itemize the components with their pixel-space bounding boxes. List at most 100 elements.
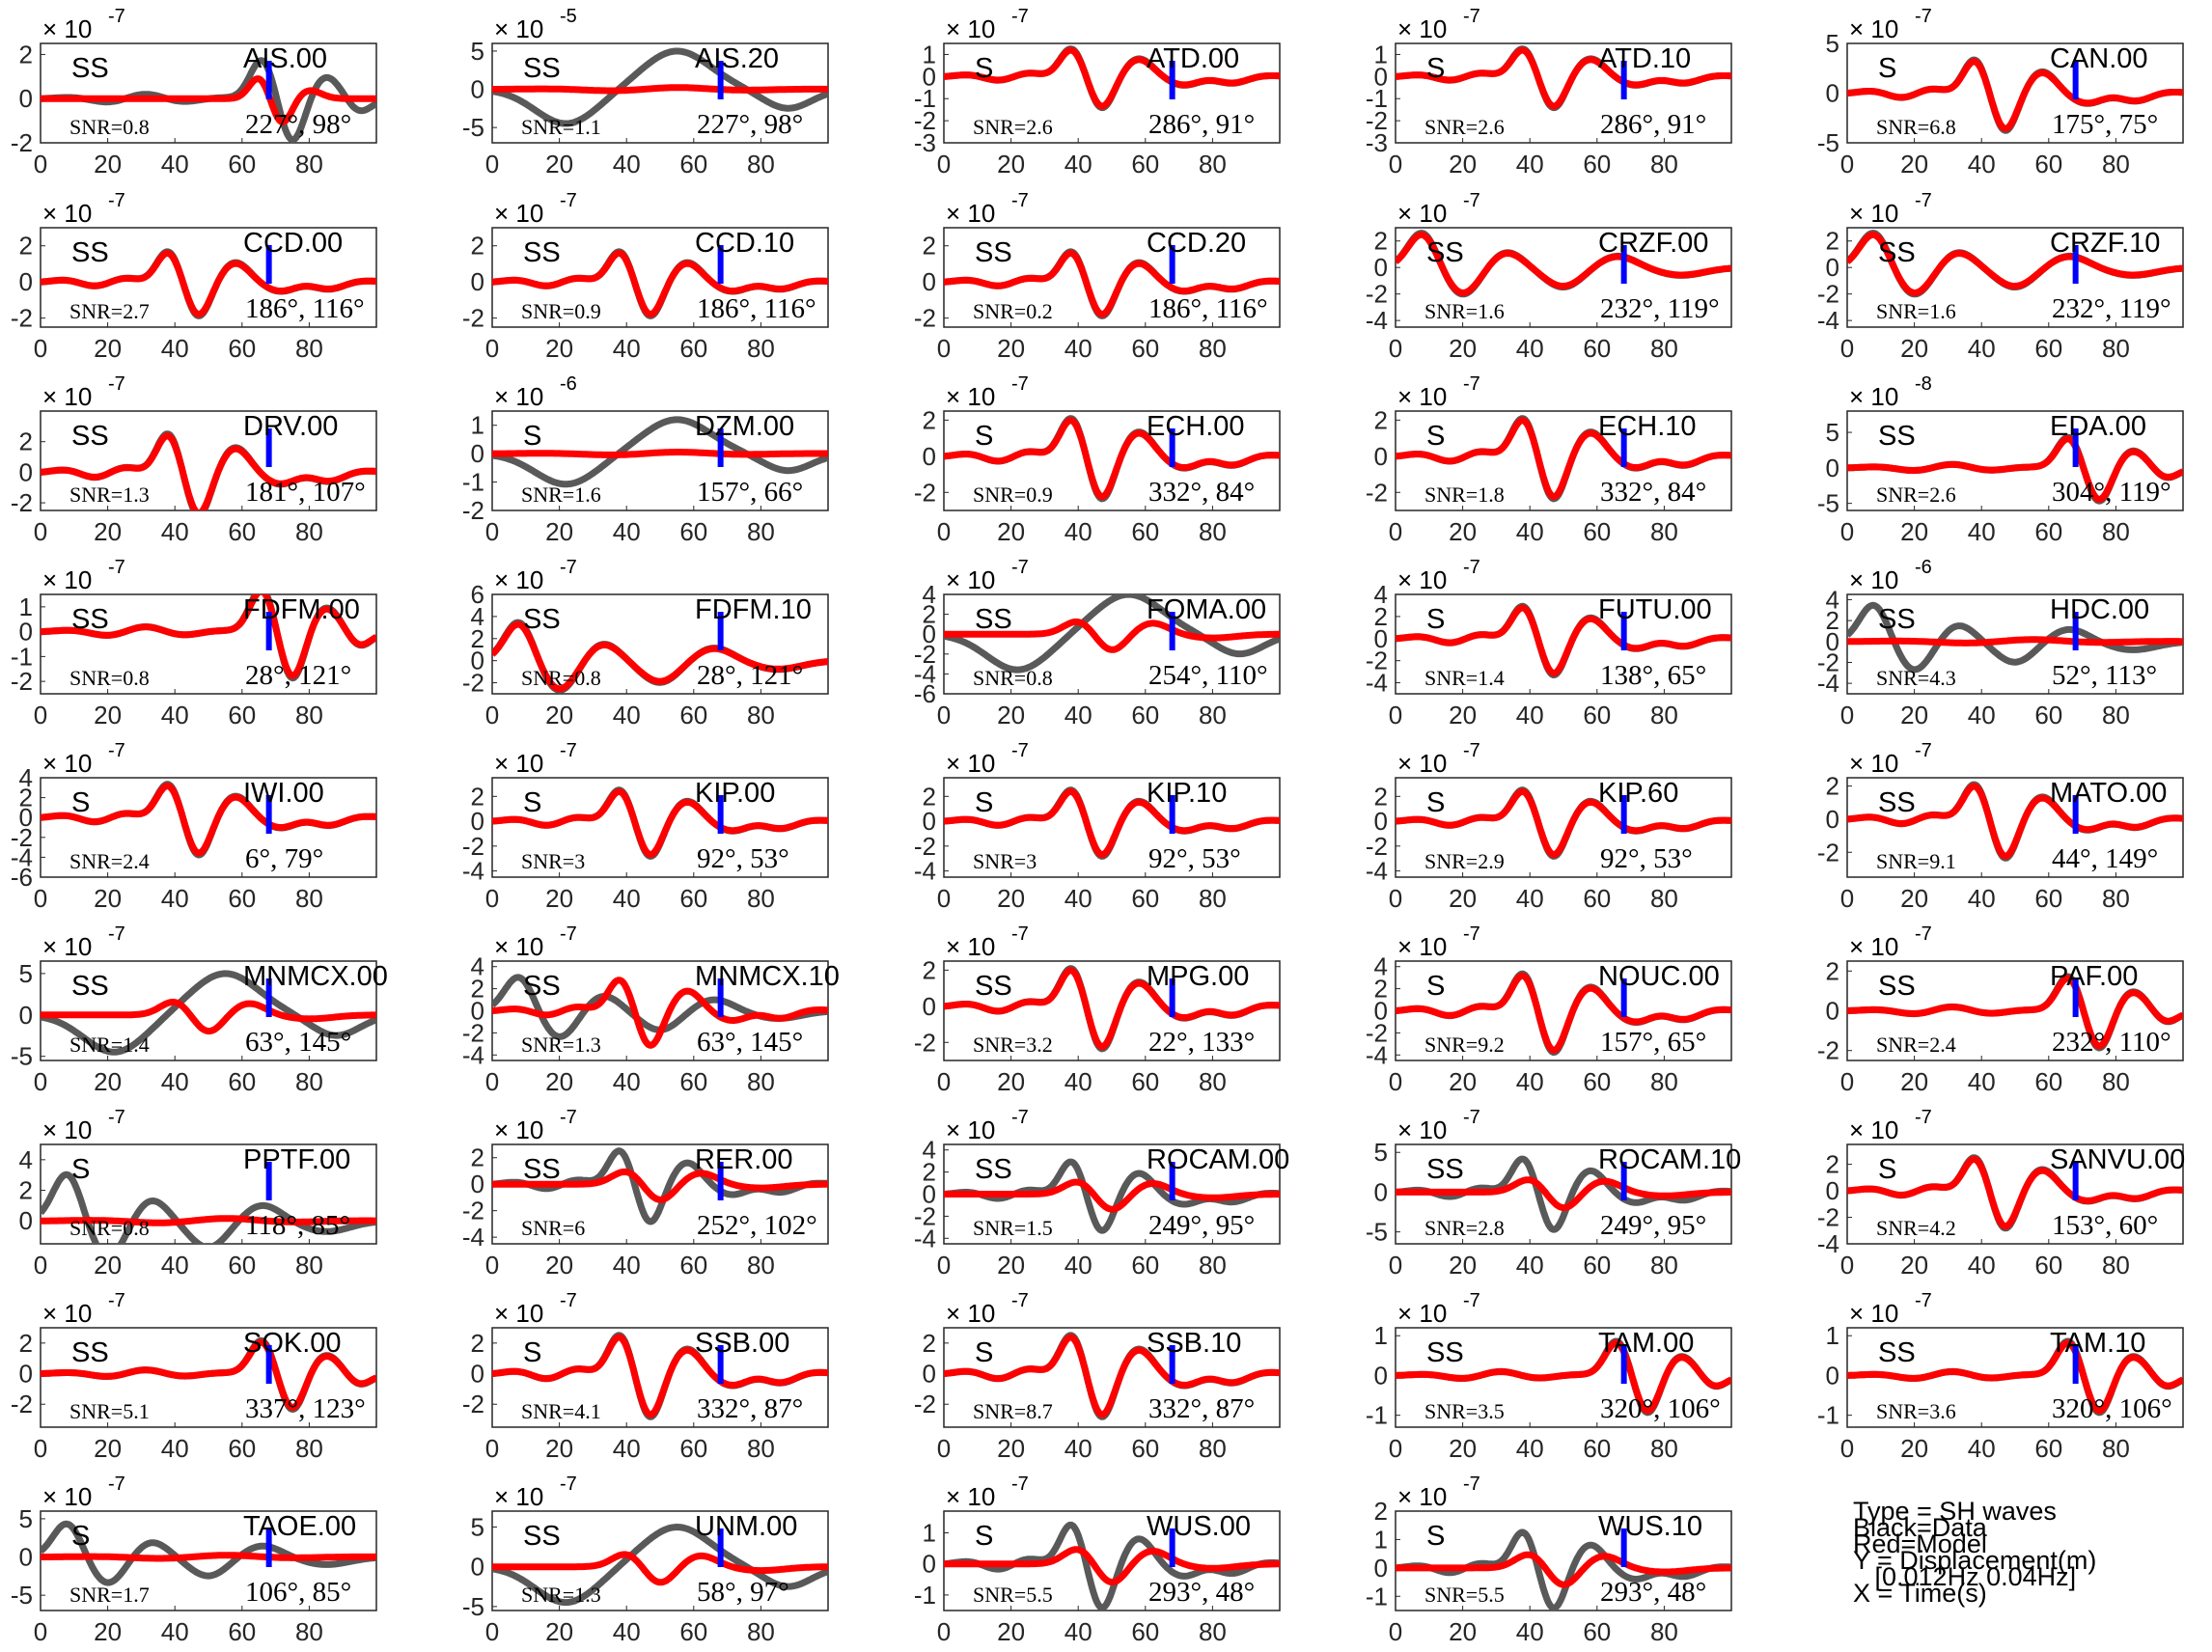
y-exponent-value: -7 bbox=[1915, 6, 1932, 27]
y-tick-label: -1 bbox=[1817, 1401, 1839, 1430]
y-exponent-label: × 10 bbox=[946, 382, 995, 411]
axes-box bbox=[1395, 42, 1732, 144]
y-tick-label: 5 bbox=[1826, 29, 1839, 58]
angles-label: 92°, 53° bbox=[697, 843, 789, 874]
phase-label: SS bbox=[1878, 604, 1916, 635]
snr-label: SNR=6 bbox=[521, 1216, 585, 1240]
x-tick-label: 0 bbox=[937, 334, 951, 363]
data-trace bbox=[1847, 601, 2183, 674]
x-tick-label: 60 bbox=[2034, 334, 2062, 363]
snr-label: SNR=3 bbox=[973, 849, 1037, 873]
y-exponent-value: -7 bbox=[1011, 1107, 1029, 1128]
axes-box bbox=[40, 777, 377, 878]
model-trace bbox=[1847, 231, 2183, 296]
trace-area bbox=[41, 594, 376, 682]
x-tick-label: 20 bbox=[997, 1251, 1025, 1280]
x-tick-label: 40 bbox=[1516, 150, 1544, 179]
x-tick-label: 40 bbox=[161, 1251, 189, 1280]
station-label: ATD.10 bbox=[1598, 43, 1691, 74]
phase-label: S bbox=[523, 787, 541, 818]
station-label: TAM.10 bbox=[2050, 1328, 2145, 1359]
y-tick-label: 5 bbox=[19, 959, 33, 988]
model-trace bbox=[492, 1334, 828, 1418]
trace-area bbox=[492, 248, 828, 319]
station-label: HDC.00 bbox=[2050, 594, 2149, 625]
x-tick-label: 0 bbox=[34, 701, 47, 730]
x-tick-label: 80 bbox=[295, 884, 323, 913]
x-tick-label: 80 bbox=[1650, 1067, 1678, 1096]
x-tick-label: 20 bbox=[997, 150, 1025, 179]
phase-label: S bbox=[975, 1337, 993, 1368]
data-trace bbox=[944, 1158, 1280, 1234]
x-tick-label: 40 bbox=[161, 1434, 189, 1463]
x-tick-label: 40 bbox=[1968, 1434, 1996, 1463]
y-tick-label: 2 bbox=[19, 1176, 33, 1205]
y-exponent-label: × 10 bbox=[946, 565, 995, 594]
x-tick-label: 60 bbox=[228, 884, 256, 913]
snr-label: SNR=2.6 bbox=[1876, 482, 1956, 507]
phase-label: SS bbox=[1878, 787, 1916, 818]
x-tick-label: 80 bbox=[1650, 1251, 1678, 1280]
y-tick-label: 4 bbox=[19, 1145, 33, 1174]
y-tick-label: -4 bbox=[462, 1223, 484, 1252]
y-tick-label: -6 bbox=[914, 679, 936, 708]
x-tick-label: 80 bbox=[1650, 1434, 1678, 1463]
x-tick-label: 60 bbox=[679, 1617, 707, 1646]
trace-area bbox=[1847, 230, 2183, 298]
trace-area bbox=[1847, 433, 2183, 505]
y-exponent-value: -7 bbox=[560, 1107, 577, 1128]
snr-label: SNR=2.4 bbox=[1876, 1032, 1956, 1057]
y-exponent-value: -7 bbox=[1915, 190, 1932, 211]
y-tick-label: 6 bbox=[471, 580, 484, 609]
y-tick-label: -2 bbox=[462, 1197, 484, 1225]
y-tick-label: 0 bbox=[923, 267, 936, 296]
phase-label: S bbox=[1426, 604, 1445, 635]
y-tick-label: 0 bbox=[1826, 79, 1839, 108]
y-exponent-value: -7 bbox=[108, 1107, 125, 1128]
station-label: EDA.00 bbox=[2050, 411, 2146, 442]
y-exponent-label: × 10 bbox=[1397, 14, 1447, 43]
x-tick-label: 20 bbox=[94, 1251, 122, 1280]
y-exponent-value: -7 bbox=[108, 373, 125, 395]
x-tick-label: 60 bbox=[228, 1434, 256, 1463]
snr-label: SNR=2.6 bbox=[1424, 115, 1505, 139]
angles-label: 175°, 75° bbox=[2052, 109, 2158, 140]
y-exponent-label: × 10 bbox=[1397, 1482, 1447, 1511]
y-tick-label: 0 bbox=[19, 803, 33, 832]
y-tick-label: 2 bbox=[1374, 602, 1388, 631]
x-tick-label: 80 bbox=[747, 150, 775, 179]
x-tick-label: 20 bbox=[545, 884, 573, 913]
model-trace bbox=[41, 783, 376, 857]
station-label: RER.00 bbox=[695, 1144, 793, 1175]
snr-label: SNR=0.9 bbox=[521, 299, 601, 323]
x-tick-label: 80 bbox=[747, 884, 775, 913]
y-exponent-label: × 10 bbox=[1849, 932, 1898, 961]
model-trace bbox=[1396, 417, 1731, 501]
x-tick-label: 0 bbox=[1840, 1251, 1854, 1280]
y-tick-label: 1 bbox=[923, 1519, 936, 1548]
x-tick-label: 80 bbox=[295, 1617, 323, 1646]
y-tick-label: 0 bbox=[471, 1170, 484, 1198]
y-tick-label: -5 bbox=[1366, 1218, 1388, 1247]
x-tick-label: 60 bbox=[679, 334, 707, 363]
y-exponent-value: -7 bbox=[1011, 1473, 1029, 1495]
trace-area bbox=[41, 1336, 376, 1413]
snr-label: SNR=5.5 bbox=[973, 1583, 1053, 1607]
y-tick-label: 2 bbox=[471, 624, 484, 653]
x-tick-label: 80 bbox=[1199, 1434, 1227, 1463]
angles-label: 118°, 85° bbox=[245, 1210, 350, 1241]
snr-label: SNR=4.3 bbox=[1876, 666, 1956, 690]
model-trace bbox=[1847, 636, 2183, 647]
x-tick-label: 20 bbox=[997, 1617, 1025, 1646]
y-tick-label: 0 bbox=[19, 1360, 33, 1389]
x-tick-label: 0 bbox=[1389, 1434, 1402, 1463]
y-exponent-value: -7 bbox=[1463, 1473, 1480, 1495]
x-tick-label: 40 bbox=[613, 334, 641, 363]
y-exponent-label: × 10 bbox=[494, 14, 543, 43]
snr-label: SNR=9.2 bbox=[1424, 1032, 1505, 1057]
phase-label: SS bbox=[71, 237, 109, 268]
snr-label: SNR=6.8 bbox=[1876, 115, 1956, 139]
